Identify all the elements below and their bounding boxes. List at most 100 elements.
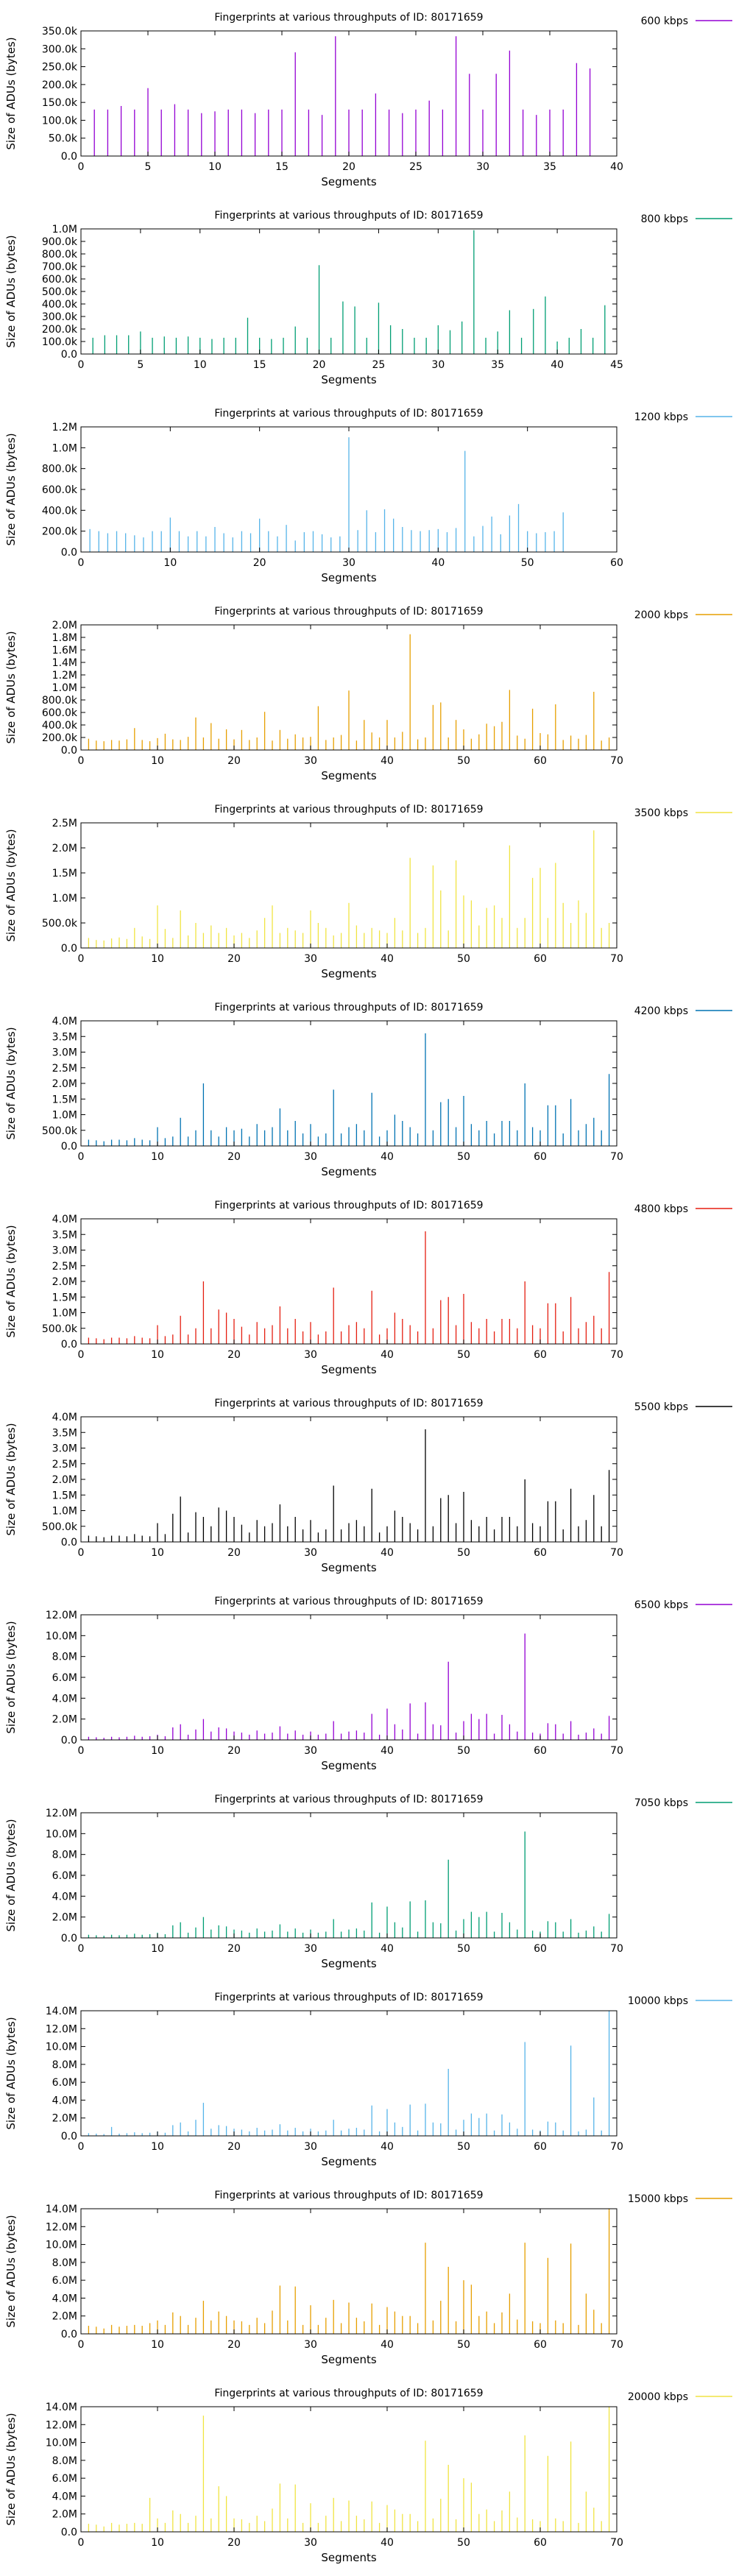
y-tick-label: 0.0 [61, 2329, 77, 2340]
plot-frame [80, 228, 618, 355]
y-tick-label: 2.0M [52, 1714, 77, 1726]
legend-label: 3500 kbps [634, 807, 688, 819]
x-tick-label: 0 [78, 359, 85, 371]
chart-panel-9: Fingerprints at various throughputs of I… [0, 1782, 736, 1980]
x-tick-label: 20 [253, 557, 266, 569]
x-tick-label: 30 [476, 161, 489, 173]
x-axis-label: Segments [321, 175, 377, 188]
chart-panel-0: Fingerprints at various throughputs of I… [0, 0, 736, 198]
x-tick-label: 50 [457, 1151, 470, 1163]
y-tick-label: 1.0M [52, 224, 77, 236]
y-tick-label: 12.0M [46, 2221, 77, 2233]
y-tick-label: 800.0k [42, 249, 78, 261]
chart-panel-11: Fingerprints at various throughputs of I… [0, 2178, 736, 2376]
y-tick-label: 200.0k [42, 324, 78, 336]
chart-title: Fingerprints at various throughputs of I… [214, 2190, 483, 2201]
chart-panel-2: Fingerprints at various throughputs of I… [0, 396, 736, 594]
y-tick-label: 3.0M [52, 1047, 77, 1059]
y-tick-label: 200.0k [42, 79, 78, 91]
plot-frame [80, 1614, 618, 1741]
y-tick-label: 4.0M [52, 1693, 77, 1705]
x-tick-label: 10 [163, 557, 177, 569]
chart-title: Fingerprints at various throughputs of I… [214, 408, 483, 420]
y-tick-label: 0.0 [61, 745, 77, 757]
x-tick-label: 25 [372, 359, 386, 371]
x-tick-label: 50 [457, 1547, 470, 1559]
x-tick-label: 60 [534, 953, 547, 965]
x-tick-label: 20 [227, 1943, 241, 1955]
y-tick-label: 350.0k [42, 26, 78, 38]
y-axis-label: Size of ADUs (bytes) [4, 829, 18, 941]
y-tick-label: 800.0k [42, 695, 78, 707]
chart-panel-4: Fingerprints at various throughputs of I… [0, 792, 736, 990]
chart-svg: Fingerprints at various throughputs of I… [4, 804, 732, 980]
y-tick-label: 2.0M [52, 1474, 77, 1486]
x-tick-label: 35 [543, 161, 556, 173]
y-tick-label: 0.0 [61, 2527, 77, 2538]
x-tick-label: 50 [457, 1349, 470, 1361]
y-tick-label: 6.0M [52, 2275, 77, 2287]
chart-title: Fingerprints at various throughputs of I… [214, 1596, 483, 1607]
x-tick-label: 40 [381, 1547, 394, 1559]
chart-panel-6: Fingerprints at various throughputs of I… [0, 1188, 736, 1386]
chart-title: Fingerprints at various throughputs of I… [214, 804, 483, 815]
x-tick-label: 30 [304, 2537, 317, 2549]
y-axis-label: Size of ADUs (bytes) [4, 1027, 18, 1139]
x-tick-label: 60 [534, 1745, 547, 1757]
y-tick-label: 100.0k [42, 115, 78, 127]
bar-series [88, 1033, 610, 1146]
legend: 5500 kbps [634, 1401, 732, 1413]
x-tick-label: 50 [457, 1943, 470, 1955]
chart-svg: Fingerprints at various throughputs of I… [4, 606, 732, 782]
x-tick-label: 60 [534, 1547, 547, 1559]
y-tick-label: 1.4M [52, 657, 77, 669]
y-tick-label: 2.0M [52, 843, 77, 854]
x-tick-label: 0 [78, 1745, 85, 1757]
x-tick-label: 40 [431, 557, 445, 569]
x-tick-label: 30 [304, 953, 317, 965]
chart-title: Fingerprints at various throughputs of I… [214, 1794, 483, 1805]
x-tick-label: 10 [151, 1151, 164, 1163]
x-tick-label: 5 [145, 161, 152, 173]
chart-title: Fingerprints at various throughputs of I… [214, 2388, 483, 2399]
bar-series [88, 1633, 610, 1740]
y-tick-label: 700.0k [42, 261, 78, 273]
y-tick-label: 12.0M [46, 2419, 77, 2431]
x-tick-label: 30 [304, 1151, 317, 1163]
y-tick-label: 600.0k [42, 707, 78, 719]
x-tick-label: 0 [78, 755, 85, 767]
y-axis-label: Size of ADUs (bytes) [4, 37, 18, 149]
y-tick-label: 3.0M [52, 1443, 77, 1455]
legend: 7050 kbps [634, 1797, 732, 1809]
y-tick-label: 1.2M [52, 670, 77, 682]
legend-label: 20000 kbps [628, 2391, 688, 2403]
x-tick-label: 60 [534, 2339, 547, 2351]
legend-label: 1200 kbps [634, 411, 688, 423]
x-tick-label: 40 [381, 2537, 394, 2549]
y-tick-label: 500.0k [42, 918, 78, 930]
y-tick-label: 3.0M [52, 1245, 77, 1257]
x-tick-label: 30 [304, 1547, 317, 1559]
y-tick-label: 300.0k [42, 43, 78, 55]
y-tick-label: 6.0M [52, 2077, 77, 2089]
y-tick-label: 1.5M [52, 1094, 77, 1105]
x-tick-label: 70 [610, 2537, 623, 2549]
x-axis-label: Segments [321, 2155, 377, 2168]
chart-title: Fingerprints at various throughputs of I… [214, 606, 483, 618]
x-tick-label: 0 [78, 1943, 85, 1955]
chart-svg: Fingerprints at various throughputs of I… [4, 408, 732, 584]
chart-panel-1: Fingerprints at various throughputs of I… [0, 198, 736, 396]
legend: 6500 kbps [634, 1599, 732, 1611]
y-tick-label: 4.0M [52, 2293, 77, 2304]
y-tick-label: 14.0M [46, 2402, 77, 2413]
legend-label: 800 kbps [641, 213, 688, 225]
chart-svg: Fingerprints at various throughputs of I… [4, 1398, 732, 1574]
y-tick-label: 0.0 [61, 547, 77, 559]
y-tick-label: 4.0M [52, 1412, 77, 1423]
y-tick-label: 800.0k [42, 464, 78, 475]
chart-svg: Fingerprints at various throughputs of I… [4, 2190, 732, 2366]
x-tick-label: 10 [151, 1943, 164, 1955]
x-tick-label: 60 [534, 2537, 547, 2549]
chart-svg: Fingerprints at various throughputs of I… [4, 210, 732, 386]
y-tick-label: 50.0k [49, 133, 78, 145]
